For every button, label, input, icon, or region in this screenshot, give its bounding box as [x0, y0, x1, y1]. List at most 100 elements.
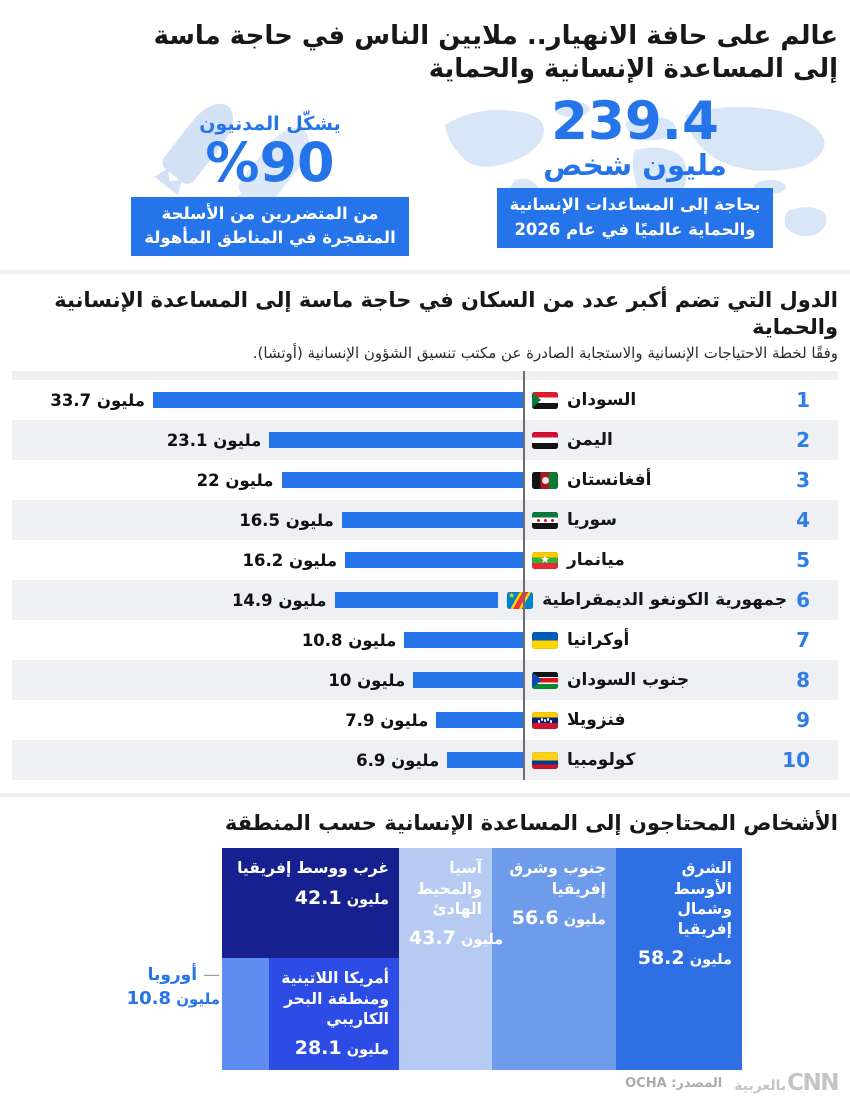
bar-zone: 16.2 مليون [12, 540, 523, 580]
chart-row: 7.9 مليون فنزويلا 9 [12, 700, 838, 740]
label-zone: فنزويلا 9 [523, 700, 838, 740]
flag-icon-venezuela [532, 711, 558, 729]
civilians-percent: %90 [205, 130, 335, 194]
rank-number: 3 [796, 468, 810, 493]
bar-value-label: 10 مليون [328, 670, 406, 690]
footer: بالعربية CNN المصدر: OCHA [625, 1070, 839, 1097]
country-name: جنوب السودان [567, 670, 690, 691]
region-name: أمريكا اللاتينية ومنطقة البحر الكاريبي [281, 969, 389, 1028]
treemap-cell-west_central: غرب ووسط إفريقيا 42.1 مليون [222, 848, 399, 959]
stat-global-need: 239.4 مليون شخص بحاجة إلى المساعدات الإن… [420, 90, 850, 257]
region-name: جنوب وشرق إفريقيا [509, 859, 606, 898]
flag-icon-myanmar [532, 551, 558, 569]
bar-value-label: 10.8 مليون [301, 630, 397, 650]
flag-icon-south-sudan [532, 671, 558, 689]
bar-zone: 10.8 مليون [12, 620, 523, 660]
label-zone: كولومبيا 10 [523, 740, 838, 780]
region-value: 58.2 مليون [637, 946, 732, 969]
country-name: أوكرانيا [567, 630, 630, 651]
global-need-caption: بحاجة إلى المساعدات الإنسانية والحماية ع… [496, 188, 774, 248]
treemap-outer: الشرق الأوسط وشمال إفريقيا 58.2 مليون جنوب… [12, 848, 838, 1078]
rank-number: 1 [796, 388, 810, 413]
bar-value-label: 14.9 مليون [231, 590, 327, 610]
region-value: 28.1 مليون [294, 1036, 389, 1059]
flag-icon-sudan [532, 391, 558, 409]
rank-number: 2 [796, 428, 810, 453]
label-zone: السودان 1 [523, 380, 838, 420]
region-name: غرب ووسط إفريقيا [237, 859, 389, 878]
rank-number: 7 [796, 628, 810, 653]
global-need-unit: مليون شخص [543, 147, 727, 182]
treemap-cell-asia: آسيا والمحيط الهادئ 43.7 مليون [399, 848, 504, 1071]
region-value: 42.1 مليون [294, 886, 389, 909]
label-zone: أوكرانيا 7 [523, 620, 838, 660]
bar-value-label: 16.2 مليون [242, 550, 338, 570]
rank-number: 10 [782, 748, 810, 773]
global-need-number: 239.4 [551, 90, 719, 152]
flag-icon-yemen [532, 431, 558, 449]
chart-row: 22 مليون أفغانستان 3 [12, 460, 838, 500]
bar-value-label: 22 مليون [196, 470, 274, 490]
bar [447, 752, 523, 769]
civilians-lead: يشكّل المدنيون [199, 112, 341, 135]
bar-zone: 16.5 مليون [12, 500, 523, 540]
label-zone: أفغانستان 3 [523, 460, 838, 500]
country-name: ميانمار [567, 550, 625, 571]
bar-zone: 22 مليون [12, 460, 523, 500]
flag-icon-syria [532, 511, 558, 529]
treemap-cell-latam: أمريكا اللاتينية ومنطقة البحر الكاريبي 28… [269, 958, 399, 1071]
caption-line: والحماية عالميًا في عام 2026 [514, 220, 756, 240]
bar-chart-subtitle: وفقًا لخطة الاحتياجات الإنسانية والاستجا… [252, 344, 838, 363]
chart-top-strip [12, 371, 838, 381]
country-name: كولومبيا [567, 750, 636, 771]
section-divider [0, 269, 850, 274]
civilians-caption: من المتضررين من الأسلحة المتفجرة في المن… [131, 196, 409, 257]
chart-row: 23.1 مليون اليمن 2 [12, 420, 838, 461]
header: عالم على حافة الانهيار.. ملايين الناس في… [0, 0, 850, 87]
callout-dash: — [203, 965, 220, 986]
bar-chart-section: الدول التي تضم أكبر عدد من السكان في حاج… [0, 287, 850, 781]
bar-zone: 7.9 مليون [12, 700, 523, 740]
rank-number: 6 [796, 588, 810, 613]
bar-chart-title: الدول التي تضم أكبر عدد من السكان في حاج… [54, 287, 838, 339]
bar-zone: 14.9 مليون [12, 580, 499, 620]
bar-zone: 33.7 مليون [12, 380, 523, 420]
bar-value-label: 33.7 مليون [50, 390, 145, 410]
bar-value-label: 6.9 مليون [356, 750, 440, 770]
region-name: آسيا والمحيط الهادئ [416, 859, 482, 918]
bar-value-label: 16.5 مليون [239, 510, 334, 530]
europe-value: 10.8 مليون [126, 988, 220, 1010]
label-zone: جنوب السودان 8 [523, 660, 838, 700]
country-name: أفغانستان [567, 470, 652, 491]
countries-bar-chart: 33.7 مليون السودان 1 23.1 مليون اليمن 2 [12, 371, 838, 781]
europe-callout: أوروبا — 10.8 مليون [108, 964, 220, 1011]
caption-line: من المتضررين من الأسلحة [161, 203, 379, 223]
region-value: 56.6 مليون [511, 906, 606, 929]
bar-zone: 23.1 مليون [12, 420, 523, 460]
region-value: 43.7 مليون [409, 926, 504, 949]
bar [341, 512, 523, 529]
treemap-title: الأشخاص المحتاجون إلى المساعدة الإنسانية… [224, 811, 838, 836]
chart-row: 10 مليون جنوب السودان 8 [12, 660, 838, 701]
caption-line: بحاجة إلى المساعدات الإنسانية [509, 195, 761, 215]
chart-row: 16.2 مليون ميانمار 5 [12, 540, 838, 580]
bar-value-label: 7.9 مليون [345, 710, 429, 730]
treemap-cell-south_east: جنوب وشرق إفريقيا 56.6 مليون [492, 848, 616, 1071]
country-name: اليمن [567, 430, 613, 451]
source-credit: المصدر: OCHA [625, 1076, 723, 1092]
label-zone: اليمن 2 [523, 420, 838, 460]
stat-civilians: يشكّل المدنيون %90 من المتضررين من الأسل… [120, 94, 420, 257]
treemap-cell-europe [222, 958, 269, 1071]
rank-number: 8 [796, 668, 810, 693]
bar [436, 712, 523, 729]
bar-rows: 33.7 مليون السودان 1 23.1 مليون اليمن 2 [12, 380, 838, 781]
logo-cnn-text: CNN [787, 1070, 839, 1097]
country-name: السودان [567, 390, 637, 411]
bar-zone: 10 مليون [12, 660, 523, 700]
caption-line: المتفجرة في المناطق المأهولة [144, 228, 396, 248]
label-zone: جمهورية الكونغو الديمقراطية 6 [498, 580, 838, 620]
flag-icon-colombia [532, 751, 558, 769]
country-name: جمهورية الكونغو الديمقراطية [542, 590, 788, 611]
section-divider [0, 793, 850, 798]
